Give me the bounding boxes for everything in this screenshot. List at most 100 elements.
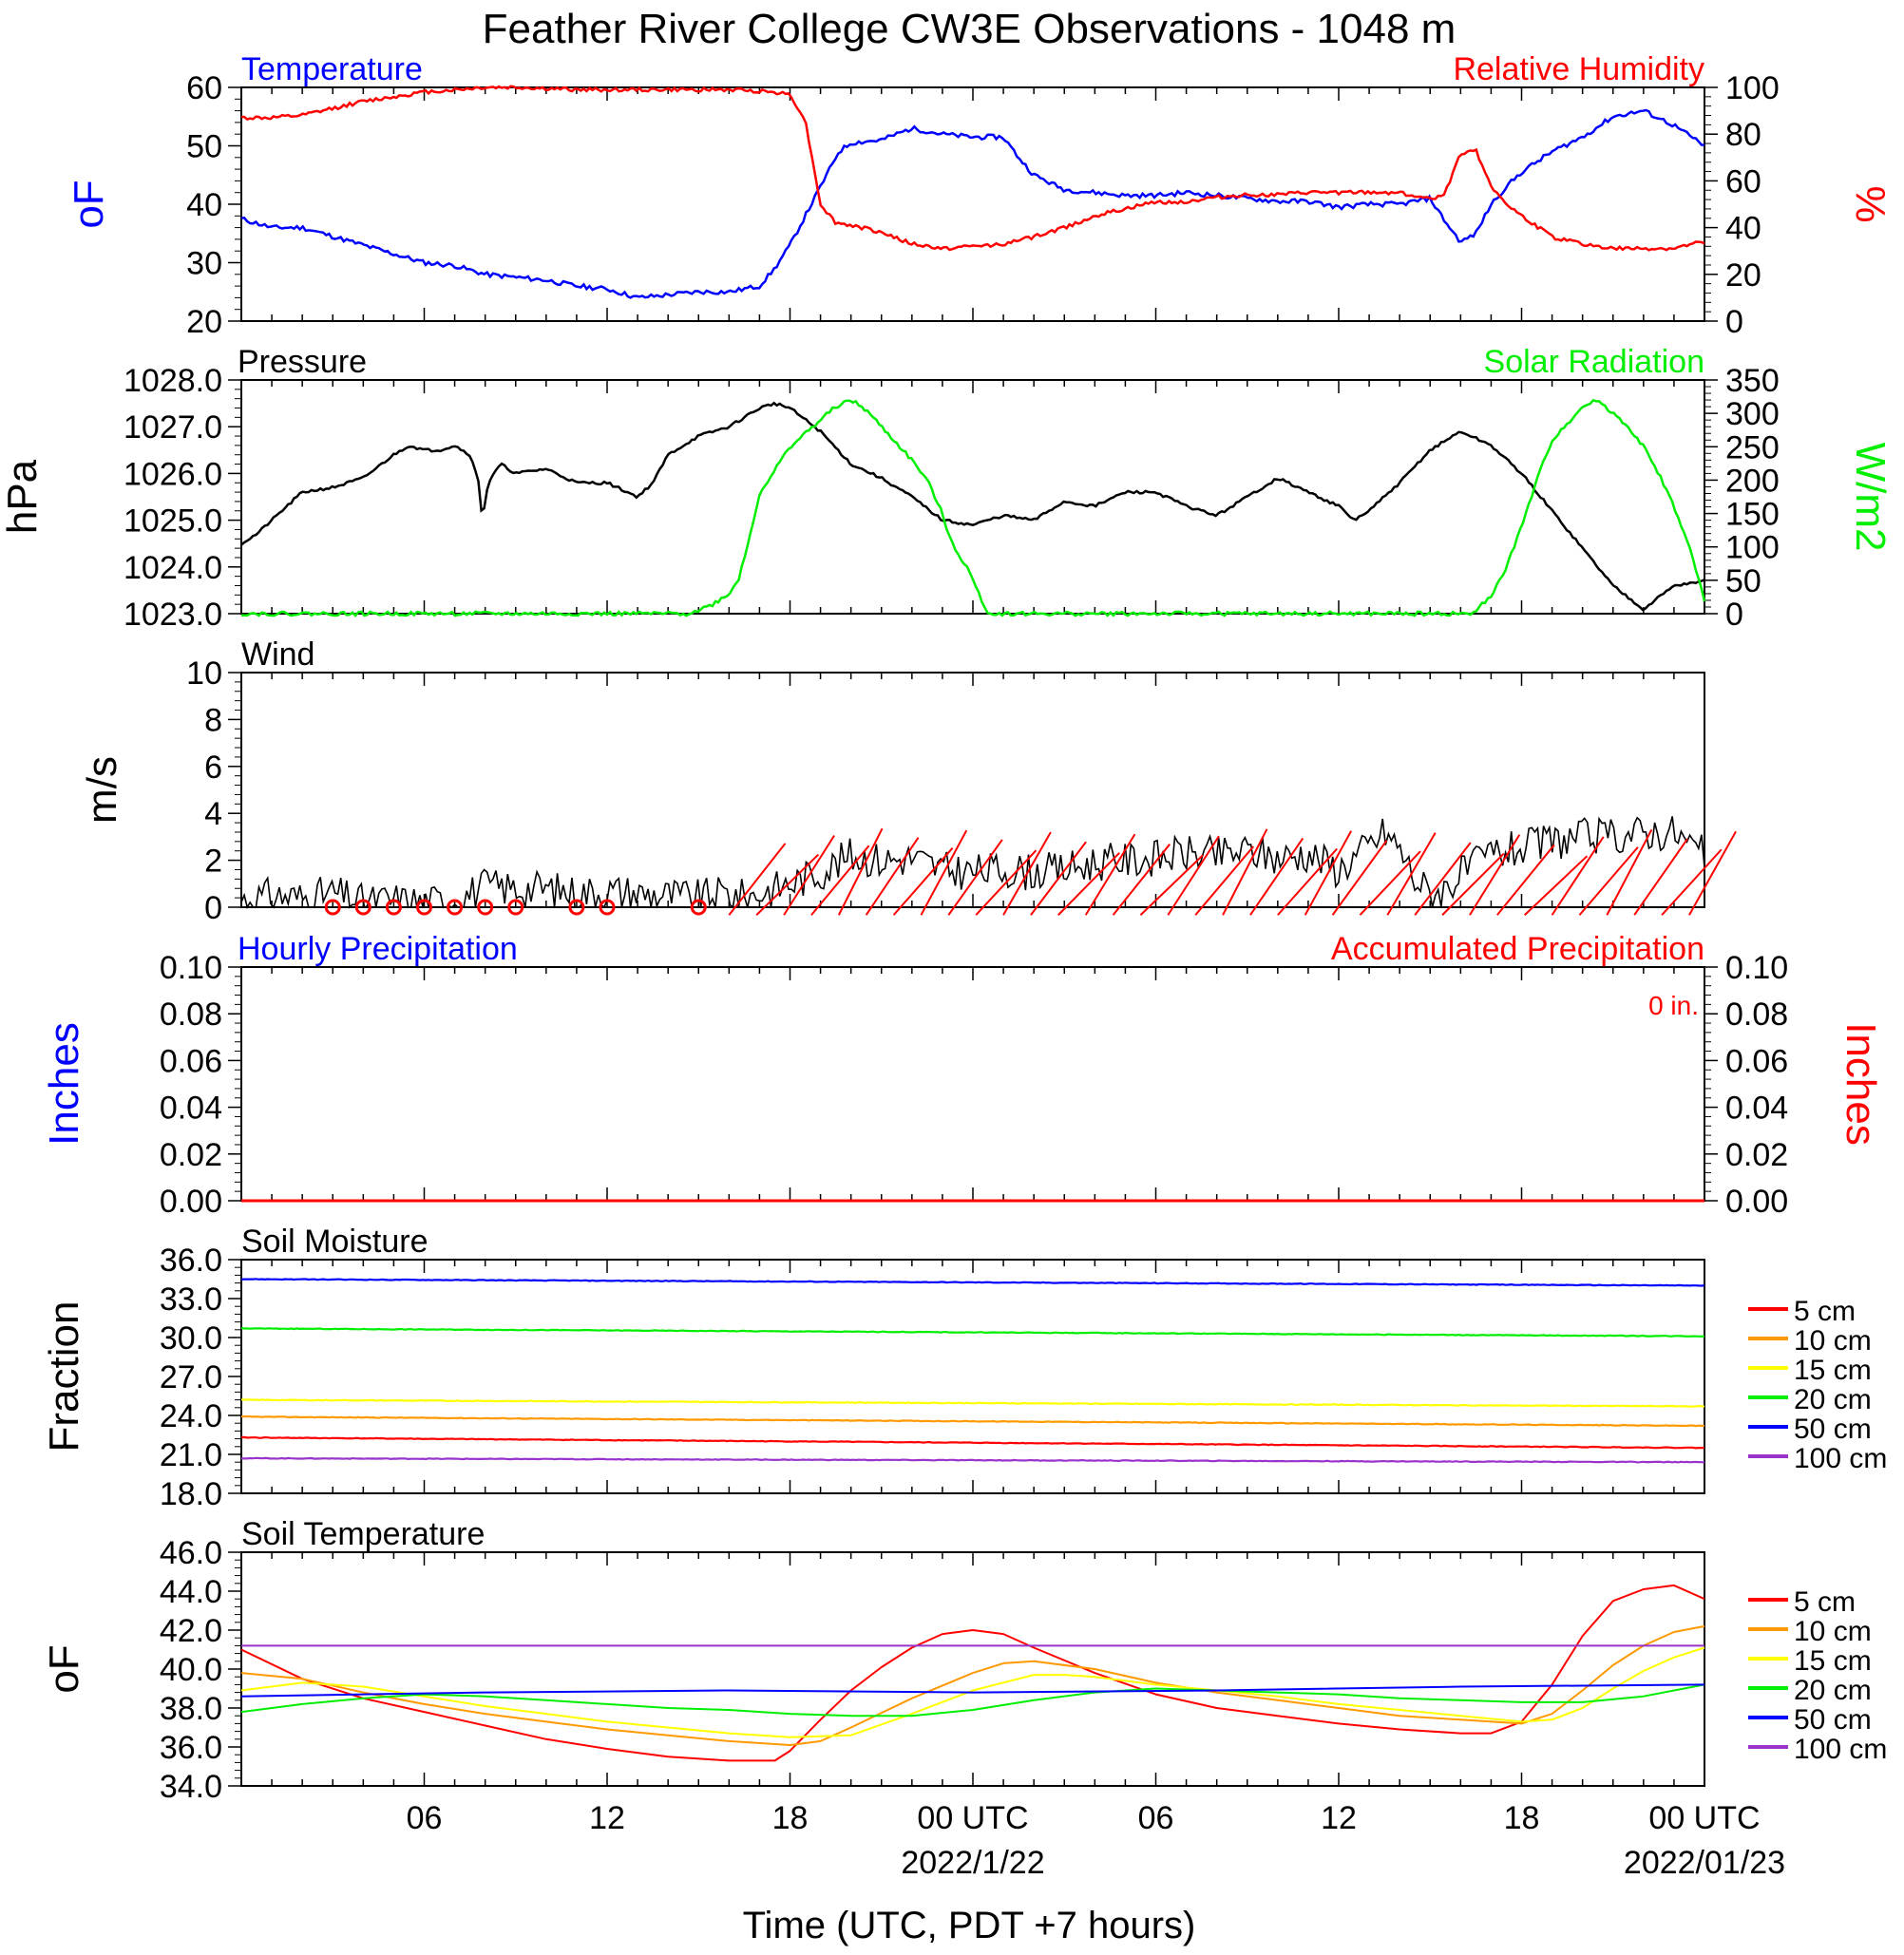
y-tick-label: 60 xyxy=(186,70,222,106)
wind-barb xyxy=(1057,852,1120,916)
calm-wind-circle xyxy=(690,899,707,916)
precip-total-label: 0 in. xyxy=(1648,991,1699,1020)
precipitation-panel: 0.00 0.02 0.04 0.06 0.08 0.10 0.00 0.02 0.04 0.06… xyxy=(41,931,1884,1220)
wind-barb xyxy=(1304,830,1353,916)
soil-temperature-panel: 34.036.038.040.042.044.046.0 Soil Tempera… xyxy=(41,1516,1887,1805)
humidity-title: Relative Humidity xyxy=(1453,51,1704,87)
y-tick-label: 1025.0 xyxy=(124,503,222,540)
y-tick-label: 38.0 xyxy=(160,1691,222,1727)
soil-moisture-line xyxy=(240,1398,1705,1408)
y-tick-label: 0 xyxy=(1725,597,1743,633)
y-tick-label: 300 xyxy=(1725,396,1780,432)
wind-barb xyxy=(728,843,787,916)
legend-label: 20 cm xyxy=(1794,1384,1872,1415)
temperature-title: Temperature xyxy=(241,51,423,87)
calm-wind-circle xyxy=(385,899,402,916)
pressure-title: Pressure xyxy=(238,344,367,380)
x-tick-date-label: 2022/01/23 xyxy=(1624,1845,1785,1881)
y-tick-label: 21.0 xyxy=(160,1437,222,1473)
y-tick-label: 27.0 xyxy=(160,1359,222,1395)
y-tick-label: 1027.0 xyxy=(124,409,222,446)
y-tick-label: 1028.0 xyxy=(124,363,222,399)
x-tick-label: 06 xyxy=(407,1800,443,1836)
x-tick-label: 12 xyxy=(1321,1800,1357,1836)
y-tick-label: 350 xyxy=(1725,363,1780,399)
legend-label: 5 cm xyxy=(1794,1586,1856,1618)
pressure-axis-label: hPa xyxy=(0,459,46,534)
y-tick-label: 42.0 xyxy=(160,1613,222,1649)
x-tick-label: 18 xyxy=(772,1800,809,1836)
wind-barb xyxy=(1222,828,1268,916)
plot-frame xyxy=(240,1551,1705,1787)
wind-barb xyxy=(1194,845,1255,916)
y-tick-label: 0.08 xyxy=(1725,996,1788,1033)
temperature-axis-label: oF xyxy=(66,180,112,228)
y-tick-label: 0.02 xyxy=(1725,1137,1788,1173)
y-tick-label: 30 xyxy=(186,246,222,282)
y-tick-label: 80 xyxy=(1725,117,1761,153)
y-tick-label: 0.10 xyxy=(1725,950,1788,986)
y-tick-label: 6 xyxy=(204,750,222,786)
y-tick-label: 36.0 xyxy=(160,1243,222,1279)
wind-barb xyxy=(865,837,920,916)
y-tick-label: 40.0 xyxy=(160,1652,222,1688)
legend-label: 50 cm xyxy=(1794,1414,1872,1445)
figure-title: Feather River College CW3E Observations … xyxy=(483,6,1457,52)
y-tick-label: 40 xyxy=(186,187,222,223)
legend-label: 10 cm xyxy=(1794,1325,1872,1357)
wind-barb xyxy=(1524,855,1589,916)
wind-title: Wind xyxy=(241,636,314,673)
wind-barb xyxy=(920,829,968,916)
y-tick-label: 40 xyxy=(1725,211,1761,247)
y-tick-label: 34.0 xyxy=(160,1769,222,1805)
wind-barb xyxy=(755,853,820,916)
legend-label: 50 cm xyxy=(1794,1704,1872,1736)
wind-barb xyxy=(1277,847,1338,916)
y-tick-label: 60 xyxy=(1725,163,1761,199)
calm-wind-circle xyxy=(568,899,585,916)
wind-barb xyxy=(892,847,954,916)
soil-temperature-axis-label: oF xyxy=(41,1644,87,1693)
y-tick-label: 1023.0 xyxy=(124,597,222,633)
wind-barb xyxy=(1496,844,1555,916)
legend-label: 5 cm xyxy=(1794,1296,1856,1327)
plot-frame xyxy=(240,86,1705,322)
wind-axis-label: m/s xyxy=(79,756,125,824)
legend-label: 15 cm xyxy=(1794,1645,1872,1677)
y-tick-label: 46.0 xyxy=(160,1535,222,1571)
wind-barb xyxy=(1167,835,1220,916)
soil-temperature-line xyxy=(240,1646,1705,1738)
hourly-precip-axis-label: Inches xyxy=(41,1022,87,1146)
y-tick-label: 250 xyxy=(1725,429,1780,465)
pressure-line xyxy=(240,401,1705,612)
y-tick-label: 0.04 xyxy=(160,1091,222,1127)
calm-wind-circle xyxy=(599,899,616,916)
y-tick-label: 100 xyxy=(1725,530,1780,566)
wind-barb xyxy=(1359,850,1421,916)
wind-barb xyxy=(1331,840,1388,916)
y-tick-label: 10 xyxy=(186,655,222,692)
x-tick-label: 18 xyxy=(1504,1800,1540,1836)
x-tick-label: 06 xyxy=(1138,1800,1174,1836)
y-tick-label: 0 xyxy=(1725,304,1743,340)
wind-barb xyxy=(1551,836,1605,916)
soil-temperature-line xyxy=(240,1683,1705,1718)
y-tick-label: 30.0 xyxy=(160,1320,222,1357)
wind-barb xyxy=(1441,852,1505,916)
soil-temperature-line xyxy=(240,1624,1705,1746)
solar-axis-label: W/m2 xyxy=(1847,443,1894,552)
y-tick-label: 0.08 xyxy=(160,996,222,1033)
soil-temperature-line xyxy=(240,1683,1705,1698)
calm-wind-circle xyxy=(416,899,432,916)
hourly-precip-title: Hourly Precipitation xyxy=(238,931,518,967)
y-tick-label: 2 xyxy=(204,844,222,880)
temperature-humidity-panel: 20 30 40 50 60 0 20 40 60 80 100 Temperature Relativ… xyxy=(66,51,1894,340)
x-tick-label: 00 UTC xyxy=(1648,1800,1760,1836)
y-tick-label: 1026.0 xyxy=(124,456,222,492)
y-tick-label: 0.02 xyxy=(160,1137,222,1173)
y-tick-label: 4 xyxy=(204,796,222,832)
accum-precip-title: Accumulated Precipitation xyxy=(1331,931,1704,967)
wind-barb xyxy=(1084,833,1136,916)
wind-barb xyxy=(837,827,884,916)
calm-wind-circle xyxy=(507,899,524,916)
